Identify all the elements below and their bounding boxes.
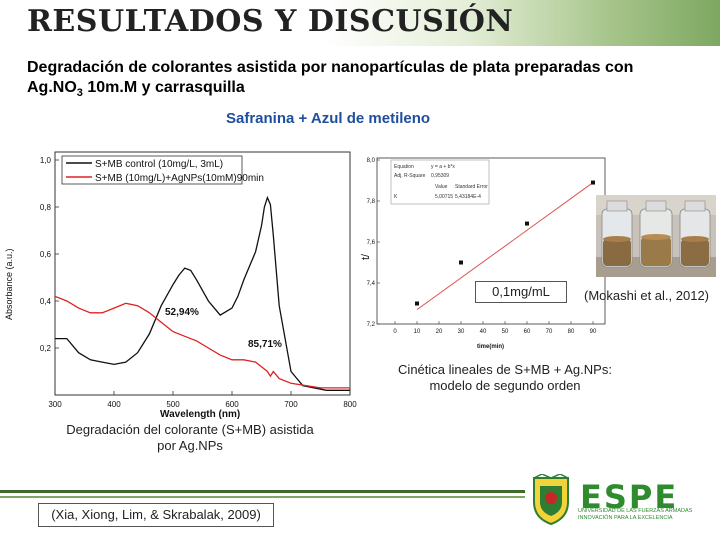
annotation-85-percent: 85,71%	[248, 339, 282, 350]
vials-photo	[596, 195, 716, 277]
kinetics-data-point	[459, 260, 463, 265]
spectrum-series-control	[55, 195, 350, 391]
kinetics-data-point	[415, 301, 419, 306]
legend-label-agnps: S+MB (10mg/L)+AgNPs(10mM)90min	[95, 173, 264, 184]
absorbance-spectrum-chart: 300 400 500 600 700 800 0,2 0,4 0,6 0,8 1,0 S+MB c…	[4, 151, 357, 420]
degradation-caption-line2: por Ag.NPs	[157, 438, 223, 453]
spectrum-y-tick-label: 1,0	[40, 156, 52, 165]
spectrum-plot-frame	[54, 151, 351, 396]
vial-2	[639, 200, 673, 268]
table-k-value: 5,00715	[435, 194, 453, 200]
table-value-header: Value	[435, 184, 448, 190]
kinetics-xlabel: time(min)	[477, 344, 504, 350]
spectrum-x-tick-label: 600	[225, 400, 239, 409]
vial-1	[601, 200, 633, 268]
spectrum-y-tick-label: 0,6	[40, 250, 52, 259]
kinetics-fit-line	[416, 182, 594, 311]
legend-label-control: S+MB control (10mg/L, 3mL)	[95, 159, 223, 170]
table-k-label: K	[394, 194, 398, 200]
kinetics-caption: Cinética lineales de S+MB + Ag.NPs: mode…	[370, 362, 640, 394]
subtitle-line2-a: Ag.NO	[27, 79, 77, 96]
spectrum-series-agnps	[54, 295, 350, 389]
spectrum-x-tick-label: 500	[166, 400, 180, 409]
spectrum-ylabel: Absorbance (a.u.)	[4, 248, 14, 320]
kinetics-y-tick-label: 7,2	[367, 322, 376, 328]
slide-subtitle: Degradación de colorantes asistida por n…	[27, 58, 717, 103]
university-crest-icon	[533, 474, 569, 526]
kinetics-x-tick-label: 20	[436, 329, 443, 335]
kinetics-x-tick-label: 0	[393, 329, 397, 335]
spectrum-x-tick-label: 400	[107, 400, 121, 409]
kinetics-x-tick-label: 60	[524, 329, 531, 335]
kinetics-caption-line1: Cinética lineales de S+MB + Ag.NPs:	[398, 362, 612, 377]
kinetics-y-tick-label: 7,6	[367, 240, 376, 246]
kinetics-data-point	[525, 221, 529, 226]
kinetics-x-tick-label: 90	[590, 329, 597, 335]
concentration-label: 0,1mg/mL	[475, 281, 567, 303]
kinetics-y-tick-label: 7,4	[367, 281, 376, 287]
kinetics-y-tick-label: 8,0	[367, 158, 376, 164]
spectrum-x-tick-label: 300	[48, 400, 62, 409]
table-equation-label: Equation	[394, 164, 414, 170]
kinetics-x-tick-label: 50	[502, 329, 509, 335]
subtitle-line2-b: 10m.M y carrasquilla	[82, 79, 245, 96]
section-title: Safranina + Azul de metileno	[226, 110, 431, 127]
table-stderr-header: Standard Error	[455, 184, 488, 190]
kinetics-y-tick-label: 7,8	[367, 199, 376, 205]
spectrum-x-tick-label: 700	[284, 400, 298, 409]
subtitle-line1: Degradación de colorantes asistida por n…	[27, 59, 634, 76]
kinetics-caption-line2: modelo de segundo orden	[429, 378, 581, 393]
table-k-stderr: 5,43184E-4	[455, 194, 481, 200]
kinetics-x-tick-label: 30	[458, 329, 465, 335]
spectrum-xlabel: Wavelength (nm)	[160, 409, 240, 420]
espe-tagline: UNIVERSIDAD DE LAS FUERZAS ARMADAS INNOV…	[578, 508, 693, 521]
header-background	[0, 0, 720, 46]
kinetics-data-point	[591, 180, 595, 185]
subtitle-subscript: 3	[76, 87, 83, 100]
kinetics-ylabel: t/	[360, 253, 372, 260]
footer-divider-accent	[0, 496, 525, 498]
kinetics-linear-fit-chart: 0 10 20 30 40 50 60 70 80 90 7,2 7,4 7,6 7,8 8,0 Equat…	[360, 157, 606, 350]
spectrum-x-tick-label: 800	[343, 400, 357, 409]
table-equation-value: y = a + b*x	[431, 164, 455, 170]
footer-divider	[0, 490, 525, 493]
degradation-caption-line1: Degradación del colorante (S+MB) asistid…	[66, 422, 314, 437]
citation-xia: (Xia, Xiong, Lim, & Skrabalak, 2009)	[38, 503, 274, 527]
table-r2-label: Adj. R-Square	[394, 173, 426, 179]
fit-stats-table	[390, 159, 490, 205]
kinetics-x-tick-label: 10	[414, 329, 421, 335]
spectrum-y-tick-label: 0,2	[40, 344, 52, 353]
citation-mokashi: (Mokashi et al., 2012)	[584, 288, 710, 303]
kinetics-x-tick-label: 70	[546, 329, 553, 335]
kinetics-x-tick-label: 40	[480, 329, 487, 335]
table-r2-value: 0,95309	[431, 173, 449, 179]
spectrum-y-tick-label: 0,4	[40, 297, 52, 306]
annotation-52-percent: 52,94%	[165, 307, 199, 318]
spectrum-y-tick-label: 0,8	[40, 203, 52, 212]
spectrum-legend-box	[61, 155, 243, 185]
page-title: RESULTADOS Y DISCUSIÓN	[27, 4, 514, 39]
degradation-caption: Degradación del colorante (S+MB) asistid…	[50, 422, 330, 454]
kinetics-x-tick-label: 80	[568, 329, 575, 335]
vial-3	[679, 200, 711, 268]
espe-logo: ESPE	[580, 478, 679, 516]
